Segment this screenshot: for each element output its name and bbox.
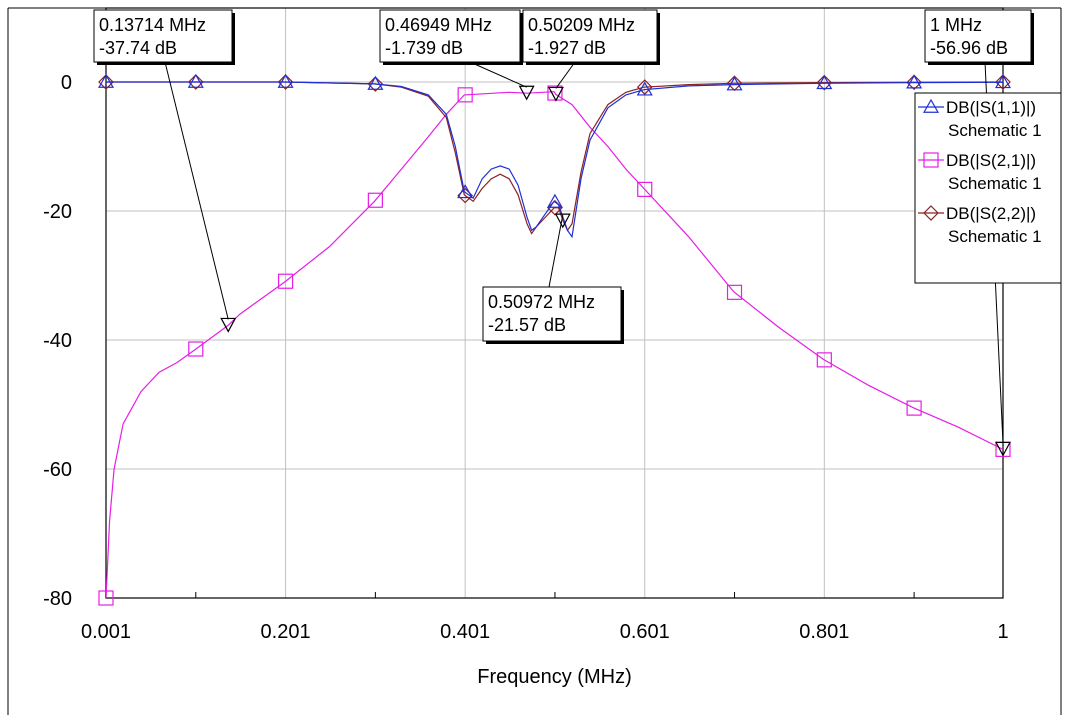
marker-value-label: -56.96 dB <box>930 38 1008 58</box>
marker-triangle-icon <box>518 85 535 101</box>
legend-square-icon <box>923 152 939 168</box>
marker-frequency-label: 1 MHz <box>930 15 982 35</box>
y-tick-label: -20 <box>43 201 72 223</box>
marker-frequency-label: 0.13714 MHz <box>99 15 206 35</box>
legend-series-source: Schematic 1 <box>948 227 1042 246</box>
marker-value-label: -1.927 dB <box>528 38 606 58</box>
tick-labels: 0.001 0.201 0.401 0.601 0.801 1 0 -20 -40 -60 -80 <box>43 72 1008 643</box>
x-tick-label: 1 <box>997 621 1008 643</box>
series-point-diamond <box>816 74 833 91</box>
marker-box <box>482 286 622 342</box>
x-tick-label: 0.601 <box>620 621 670 643</box>
series-group <box>97 73 1012 606</box>
marker-triangle-icon <box>547 86 564 102</box>
series-point-diamond <box>636 79 653 95</box>
marker-box <box>93 9 233 63</box>
y-tick-label: -80 <box>43 588 72 610</box>
series-point-diamond <box>367 76 384 92</box>
series-point-square <box>726 284 743 300</box>
x-tick-label: 0.001 <box>81 621 131 643</box>
x-axis-title: Frequency (MHz) <box>477 666 631 688</box>
marker-leader-line <box>555 61 576 89</box>
series-point-square <box>547 85 563 101</box>
series-point-diamond <box>187 74 204 90</box>
series-point-diamond <box>547 199 563 216</box>
y-tick-label: -60 <box>43 459 72 481</box>
marker-box <box>924 9 1032 63</box>
legend-series-source: Schematic 1 <box>948 174 1042 193</box>
series-point-triangle <box>906 74 923 89</box>
marker-annotations: 0.13714 MHz -37.74 dB 0.46949 MHz -1.739 dB… <box>93 9 1034 457</box>
x-tick-label: 0.801 <box>799 621 849 643</box>
series-point-triangle <box>457 184 474 199</box>
series-point-diamond <box>906 74 922 91</box>
legend-series-name: DB(|S(1,1)|) <box>946 98 1036 117</box>
marker-leader-line <box>469 61 527 88</box>
series-point-diamond <box>98 74 114 90</box>
series-line-square <box>106 91 1003 598</box>
series-point-triangle <box>546 193 563 208</box>
marker-box <box>522 9 658 63</box>
legend-triangle-icon <box>922 98 940 113</box>
series-point-triangle <box>97 73 115 88</box>
legend-series-name: DB(|S(2,2)|) <box>946 204 1036 223</box>
series-point-square <box>367 192 383 208</box>
x-tick-label: 0.401 <box>440 621 490 643</box>
series-point-diamond <box>277 74 294 90</box>
marker-value-label: -37.74 dB <box>99 38 177 58</box>
marker-leader-line <box>164 61 229 320</box>
marker-leader-line <box>548 215 564 288</box>
legend: DB(|S(1,1)|) Schematic 1 DB(|S(2,1)|) Schem… <box>914 92 1062 284</box>
series-point-square <box>906 400 922 416</box>
series-point-square <box>816 352 832 368</box>
marker-box <box>379 9 521 63</box>
series-point-square <box>188 341 204 357</box>
marker-triangle-icon <box>220 317 237 333</box>
marker-frequency-label: 0.50209 MHz <box>528 15 635 35</box>
legend-box <box>914 92 1062 284</box>
y-tick-label: 0 <box>61 72 72 94</box>
legend-series-name: DB(|S(2,1)|) <box>946 151 1036 170</box>
series-point-diamond <box>995 74 1011 90</box>
legend-diamond-icon <box>923 205 939 221</box>
series-line-triangle <box>106 81 1003 239</box>
series-point-triangle <box>367 75 384 90</box>
marker-value-label: -1.739 dB <box>385 38 463 58</box>
series-point-square <box>277 273 294 289</box>
marker-triangle-icon <box>994 441 1012 457</box>
series-point-square <box>637 181 653 197</box>
series-point-triangle <box>994 74 1012 89</box>
series-point-triangle <box>187 73 204 88</box>
y-tick-label: -40 <box>43 330 72 352</box>
series-point-square <box>98 590 114 606</box>
legend-series-source: Schematic 1 <box>948 121 1042 140</box>
marker-triangle-icon <box>554 213 571 229</box>
series-point-triangle <box>636 81 653 96</box>
series-point-triangle <box>816 75 833 90</box>
marker-value-label: -21.57 dB <box>488 315 566 335</box>
series-point-triangle <box>277 73 294 88</box>
axes <box>7 7 1062 715</box>
series-line-diamond <box>106 81 1003 235</box>
marker-frequency-label: 0.50972 MHz <box>488 292 595 312</box>
series-point-square <box>457 87 473 103</box>
x-tick-label: 0.201 <box>261 621 311 643</box>
marker-frequency-label: 0.46949 MHz <box>385 15 492 35</box>
series-point-triangle <box>726 76 743 91</box>
